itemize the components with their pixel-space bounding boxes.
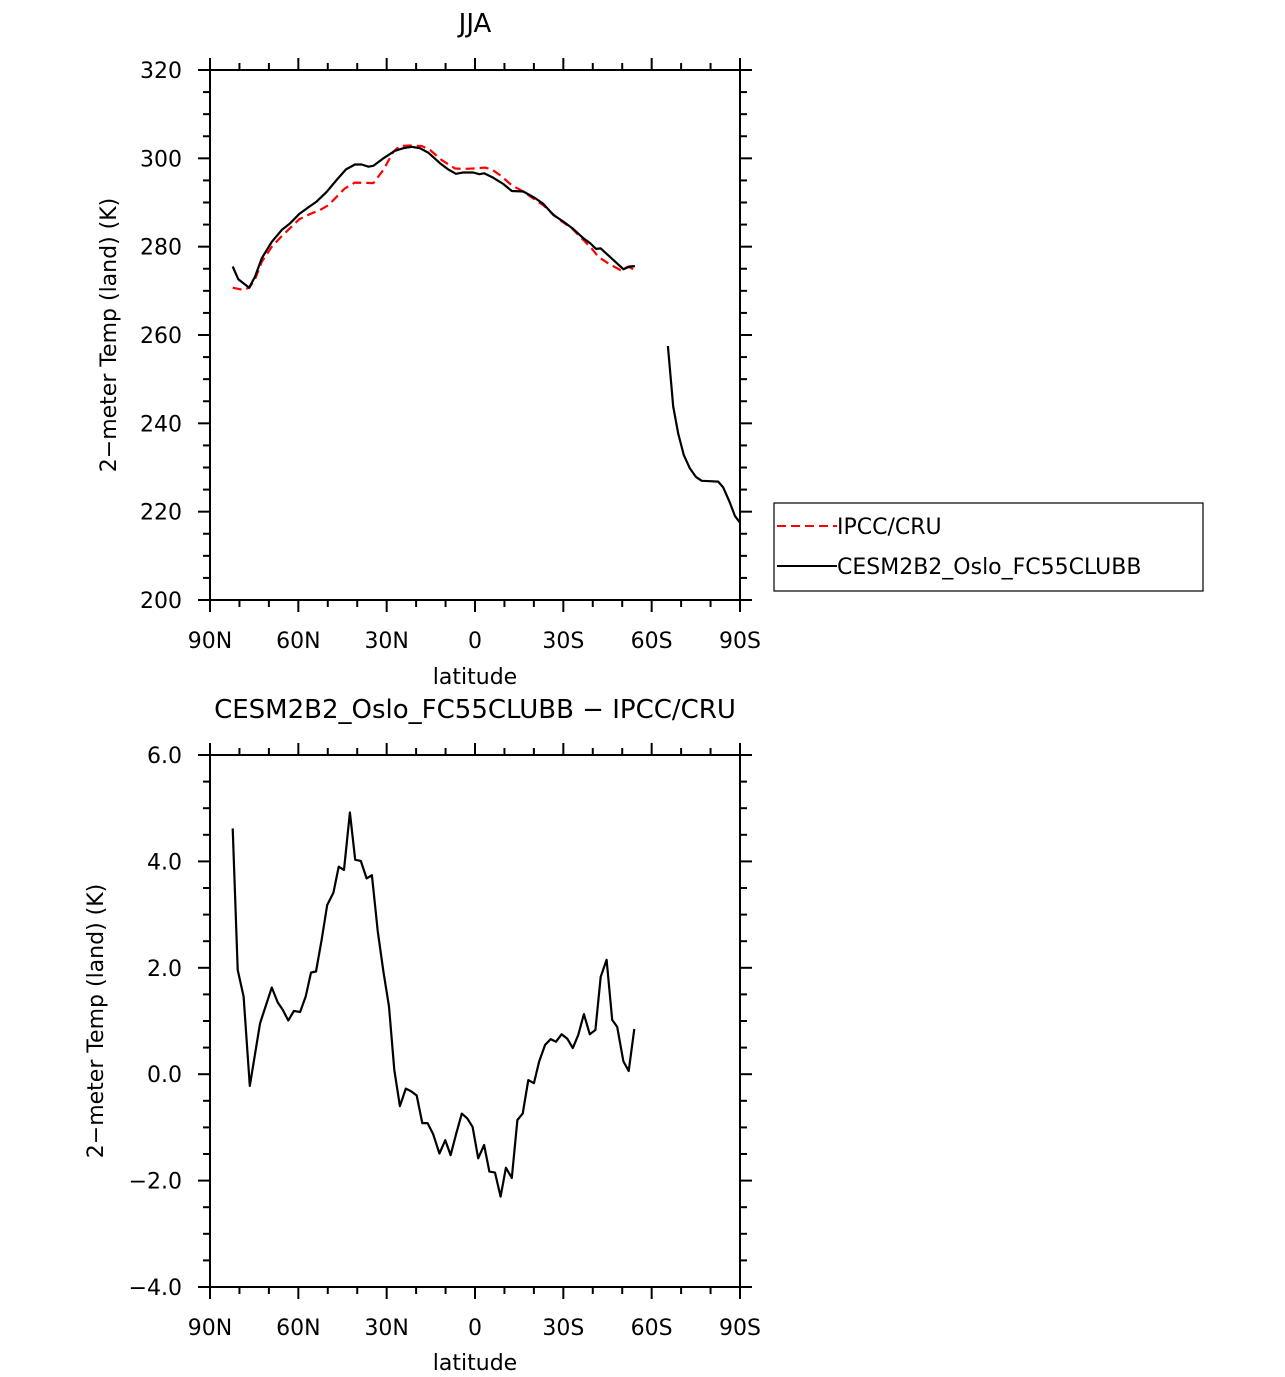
x-tick-label: 90S — [719, 629, 761, 654]
x-tick-label: 60S — [631, 629, 673, 654]
y-tick-label: 6.0 — [147, 744, 182, 769]
y-tick-label: 4.0 — [147, 850, 182, 875]
x-tick-label: 90N — [188, 1316, 232, 1341]
chart-title: JJA — [457, 9, 492, 39]
x-tick-label: 60N — [276, 1316, 320, 1341]
series-cesm2b2-oslo-fc55clubb — [231, 145, 741, 524]
series-line — [231, 145, 635, 289]
y-tick-label: −2.0 — [129, 1170, 182, 1195]
x-tick-label: 90S — [719, 1316, 761, 1341]
series-line — [666, 345, 741, 524]
y-axis-label: 2−meter Temp (land) (K) — [97, 198, 122, 472]
series-line — [231, 811, 636, 1198]
x-tick-label: 90N — [188, 629, 232, 654]
x-tick-label: 60N — [276, 629, 320, 654]
x-tick-label: 30S — [542, 629, 584, 654]
y-tick-label: 0.0 — [147, 1063, 182, 1088]
y-tick-label: 220 — [140, 501, 182, 526]
legend-label-cesm: CESM2B2_Oslo_FC55CLUBB — [837, 555, 1141, 580]
y-axis-label: 2−meter Temp (land) (K) — [84, 884, 109, 1158]
x-tick-label: 0 — [468, 1316, 482, 1341]
y-tick-label: 2.0 — [147, 957, 182, 982]
x-tick-label: 60S — [631, 1316, 673, 1341]
series-ipcc-cru — [232, 144, 636, 292]
top-panel-jja: 90N 60N 30N 0 30S 60S 90S 200 220 240 260 280 300 320… — [97, 9, 761, 690]
chart-title: CESM2B2_Oslo_FC55CLUBB − IPCC/CRU — [214, 695, 736, 725]
x-axis-label: latitude — [433, 665, 517, 690]
x-axis-label: latitude — [433, 1351, 517, 1376]
series-line — [232, 144, 636, 292]
x-tick-label: 30N — [364, 1316, 408, 1341]
y-tick-label: 300 — [140, 147, 182, 172]
plot-frame — [209, 69, 741, 601]
series-difference — [231, 811, 636, 1198]
y-tick-label: 200 — [140, 589, 182, 614]
x-tick-label: 30S — [542, 1316, 584, 1341]
y-tick-label: 240 — [140, 412, 182, 437]
bottom-panel-difference: 90N 60N 30N 0 30S 60S 90S −4.0 −2.0 0.0 2.0 4.0 6.0 C… — [84, 695, 761, 1376]
y-tick-label: 280 — [140, 236, 182, 261]
x-tick-label: 0 — [468, 629, 482, 654]
legend: IPCC/CRU CESM2B2_Oslo_FC55CLUBB — [773, 502, 1204, 592]
legend-box — [773, 502, 1204, 592]
plot-frame — [209, 754, 741, 1288]
y-tick-label: −4.0 — [129, 1276, 182, 1301]
legend-label-ipcc-cru: IPCC/CRU — [837, 515, 942, 540]
y-tick-label: 260 — [140, 324, 182, 349]
x-tick-label: 30N — [364, 629, 408, 654]
y-tick-label: 320 — [140, 59, 182, 84]
